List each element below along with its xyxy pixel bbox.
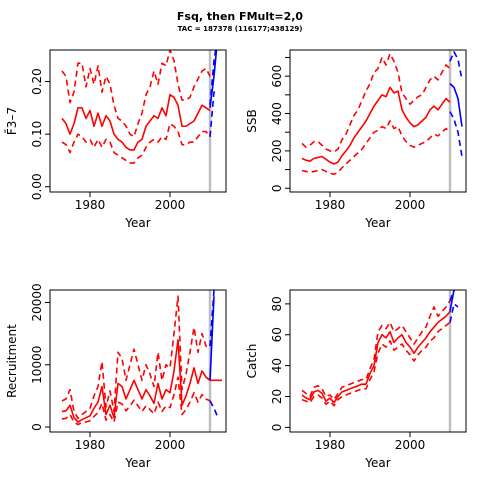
y-tick-label: 0	[270, 184, 284, 192]
x-axis-label: Year	[364, 456, 390, 470]
panel-fbar: 1980 2000 0.00 0.10 0.20 Year F̄3–7	[5, 49, 227, 230]
y-tick-label: 0	[30, 423, 44, 431]
y-tick-label: 20000	[30, 283, 44, 321]
series-line-lower	[301, 120, 451, 176]
x-axis-label: Year	[124, 216, 150, 230]
y-tick-label: 200	[270, 139, 284, 162]
plot-frame	[49, 49, 227, 193]
series-line-median	[61, 339, 211, 423]
x-tick-label: 1980	[315, 438, 346, 452]
series-line-lower	[61, 122, 211, 164]
plot-frame	[49, 289, 227, 433]
x-tick-label: 2000	[155, 198, 186, 212]
series-line-median	[301, 311, 451, 404]
y-tick-label: 40	[270, 358, 284, 373]
y-tick-label: 80	[270, 296, 284, 311]
series-line-upper	[301, 300, 451, 401]
series-line-projection-lower	[209, 400, 219, 418]
x-tick-label: 2000	[395, 438, 426, 452]
y-tick-label: 0	[270, 424, 284, 432]
y-axis-label: F̄3–7	[5, 107, 19, 135]
x-tick-label: 1980	[75, 198, 106, 212]
series-line-projection-lower	[449, 111, 463, 157]
series-group	[301, 51, 463, 176]
x-tick-label: 1980	[315, 198, 346, 212]
series-line-upper	[61, 295, 211, 420]
series-line-upper	[301, 52, 451, 153]
y-tick-label: 20	[270, 389, 284, 404]
x-tick-label: 1980	[75, 438, 106, 452]
y-tick-label: 10000	[30, 346, 44, 384]
series-line-projection-median	[449, 83, 463, 127]
series-line-projection-upper	[449, 51, 463, 81]
y-tick-label: 0.20	[30, 68, 44, 95]
series-line-projection-median	[209, 50, 218, 108]
series-line-lower	[301, 321, 451, 407]
series-group	[61, 50, 219, 164]
y-tick-label: 60	[270, 327, 284, 342]
plot-frame	[289, 49, 467, 193]
y-tick-label: 0.10	[30, 121, 44, 148]
panel-ssb: 1980 2000 0 200 400 600 Year SSB	[245, 49, 467, 230]
y-axis-label: SSB	[245, 109, 259, 132]
y-axis-label: Recruitment	[5, 324, 19, 398]
x-tick-label: 2000	[155, 438, 186, 452]
y-tick-label: 0.00	[30, 173, 44, 200]
series-line-projection-median	[449, 290, 455, 312]
y-tick-label: 400	[270, 102, 284, 125]
figure-title: Fsq, then FMult=2,0	[177, 10, 304, 23]
x-axis-label: Year	[364, 216, 390, 230]
y-axis-label: Catch	[245, 344, 259, 379]
series-group	[301, 290, 459, 407]
series-line-projection-upper	[449, 290, 455, 302]
panel-catch: 1980 2000 0 20 40 60 80 Year Catch	[245, 289, 467, 470]
series-line-median	[61, 93, 211, 151]
series-line-projection-lower	[209, 91, 219, 137]
series-line-upper	[61, 50, 211, 138]
plot-frame	[289, 289, 467, 433]
x-tick-label: 2000	[395, 198, 426, 212]
series-line-projection-upper	[209, 50, 217, 106]
series-line-median	[301, 86, 451, 165]
figure-subtitle: TAC = 187378 (116177;438129)	[178, 25, 303, 33]
y-tick-label: 600	[270, 65, 284, 88]
x-axis-label: Year	[124, 456, 150, 470]
series-line-lower	[61, 376, 211, 426]
series-group	[61, 290, 222, 426]
series-line-projection-lower	[449, 303, 459, 323]
